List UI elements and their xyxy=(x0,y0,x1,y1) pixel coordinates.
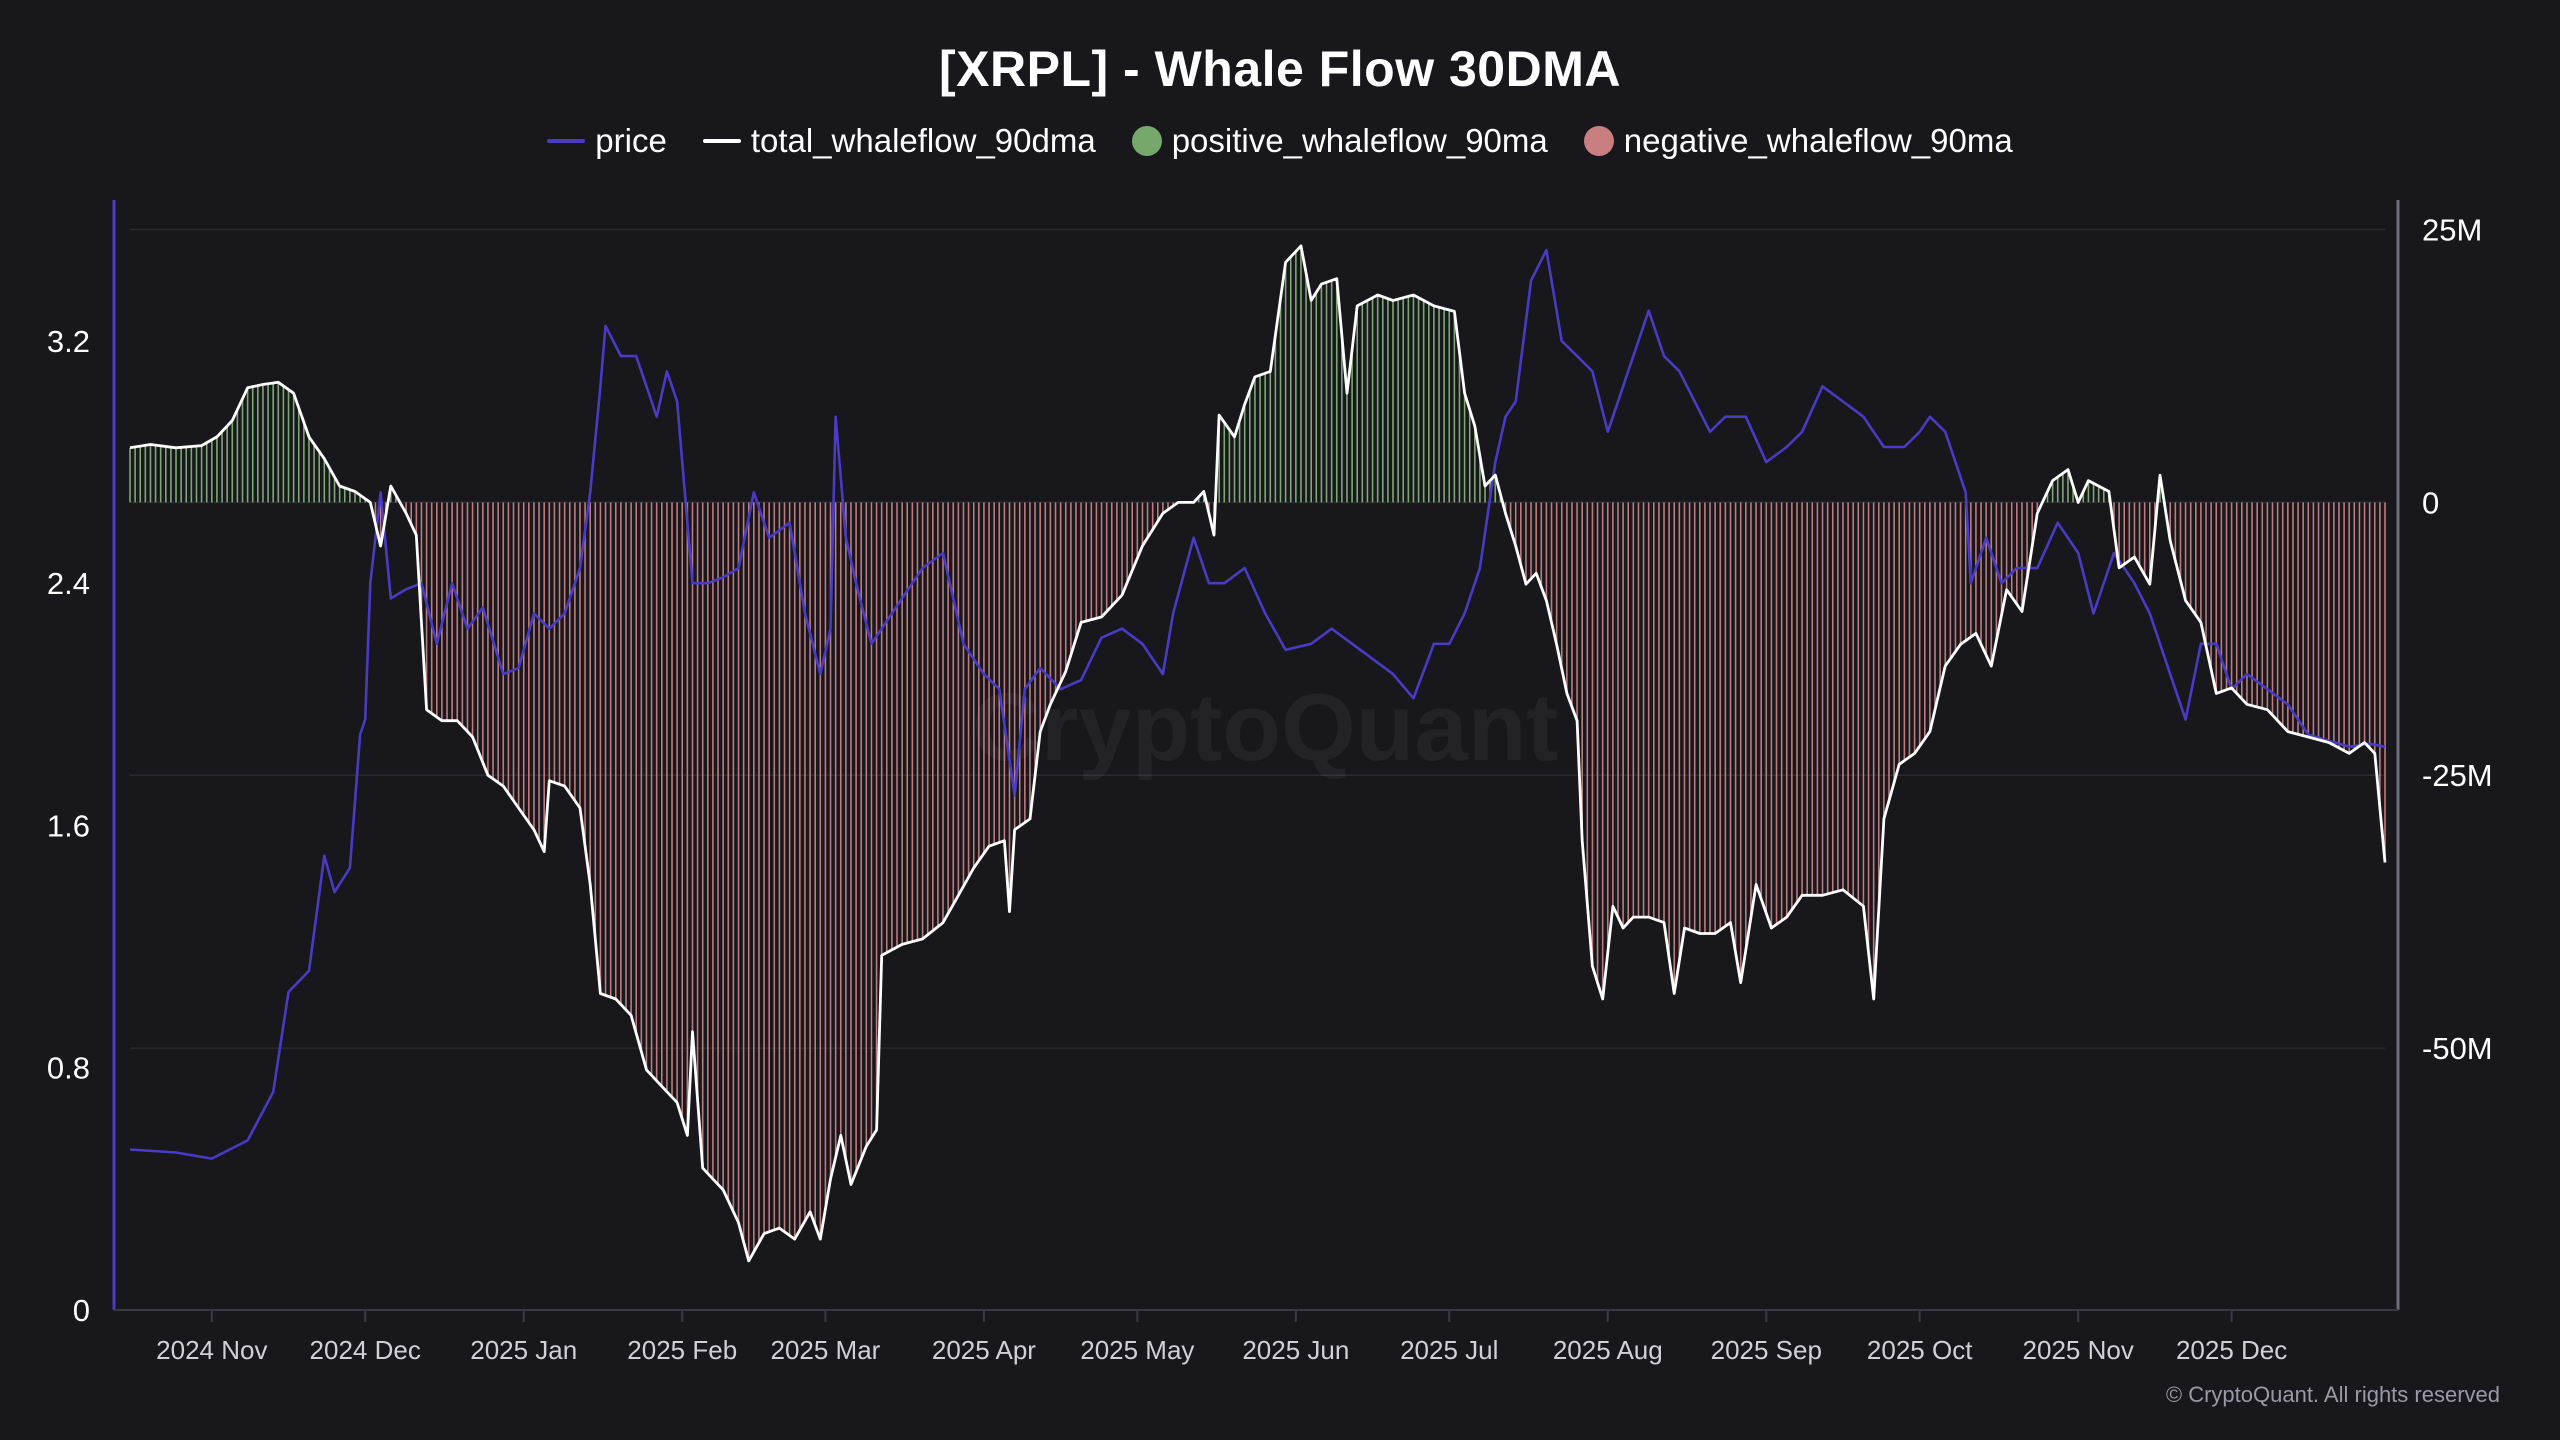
x-tick-label-1: 2024 Dec xyxy=(310,1335,421,1365)
legend-total-label: total_whaleflow_90dma xyxy=(750,122,1096,159)
y-left-tick-label-1: 0.8 xyxy=(47,1051,90,1086)
y-left-tick-label-4: 3.2 xyxy=(47,324,90,359)
x-tick-label-6: 2025 May xyxy=(1080,1335,1194,1365)
y-right-tick-label-3: -50M xyxy=(2422,1031,2493,1066)
legend-item-positive-whaleflow[interactable]: positive_whaleflow_90ma xyxy=(1131,122,1548,160)
y-right-tick-label-1: 0 xyxy=(2422,485,2439,520)
price-line xyxy=(129,248,2386,1160)
legend: price total_whaleflow_90dma positive_wha… xyxy=(0,122,2560,160)
x-tick-label-0: 2024 Nov xyxy=(156,1335,267,1365)
legend-positive-dot-icon xyxy=(1131,126,1162,156)
legend-item-total-whaleflow[interactable]: total_whaleflow_90dma xyxy=(702,122,1096,160)
legend-price-label: price xyxy=(595,122,667,159)
legend-positive-label: positive_whaleflow_90ma xyxy=(1171,122,1548,159)
x-tick-label-5: 2025 Apr xyxy=(932,1335,1036,1365)
legend-item-price[interactable]: price xyxy=(547,122,667,160)
watermark: CryptoQuant xyxy=(972,674,1559,781)
legend-item-negative-whaleflow[interactable]: negative_whaleflow_90ma xyxy=(1583,122,2013,160)
x-tick-label-13: 2025 Dec xyxy=(2176,1335,2287,1365)
y-left-tick-label-3: 2.4 xyxy=(47,566,90,601)
legend-price-line-icon xyxy=(547,139,586,143)
y-left-tick-label-0: 0 xyxy=(73,1293,90,1328)
total-whaleflow-line xyxy=(129,244,2387,1263)
series-lines xyxy=(129,244,2387,1263)
x-tick-label-7: 2025 Jun xyxy=(1242,1335,1349,1365)
x-tick-label-3: 2025 Feb xyxy=(627,1335,737,1365)
x-tick-label-12: 2025 Nov xyxy=(2023,1335,2134,1365)
chart-title: [XRPL] - Whale Flow 30DMA xyxy=(939,41,1621,97)
x-tick-label-8: 2025 Jul xyxy=(1400,1335,1498,1365)
y-left-tick-label-2: 1.6 xyxy=(47,808,90,843)
axes: 0 0.8 1.6 2.4 3.2 25M 0 -25M -50M 2024 Nov 2024 De… xyxy=(47,200,2493,1365)
x-tick-label-2: 2025 Jan xyxy=(470,1335,577,1365)
x-tick-label-9: 2025 Aug xyxy=(1553,1335,1663,1365)
copyright-notice: © CryptoQuant. All rights reserved xyxy=(2165,1382,2500,1407)
x-tick-label-4: 2025 Mar xyxy=(770,1335,880,1365)
legend-negative-label: negative_whaleflow_90ma xyxy=(1623,122,2013,159)
x-tick-label-10: 2025 Sep xyxy=(1711,1335,1822,1365)
whaleflow-bars xyxy=(129,245,2386,1261)
legend-total-line-icon xyxy=(702,139,741,143)
y-right-tick-label-2: -25M xyxy=(2422,758,2493,793)
legend-negative-dot-icon xyxy=(1583,126,1614,156)
y-right-tick-label-0: 25M xyxy=(2422,213,2482,248)
x-tick-label-11: 2025 Oct xyxy=(1867,1335,1973,1365)
gridlines xyxy=(130,228,2385,1049)
